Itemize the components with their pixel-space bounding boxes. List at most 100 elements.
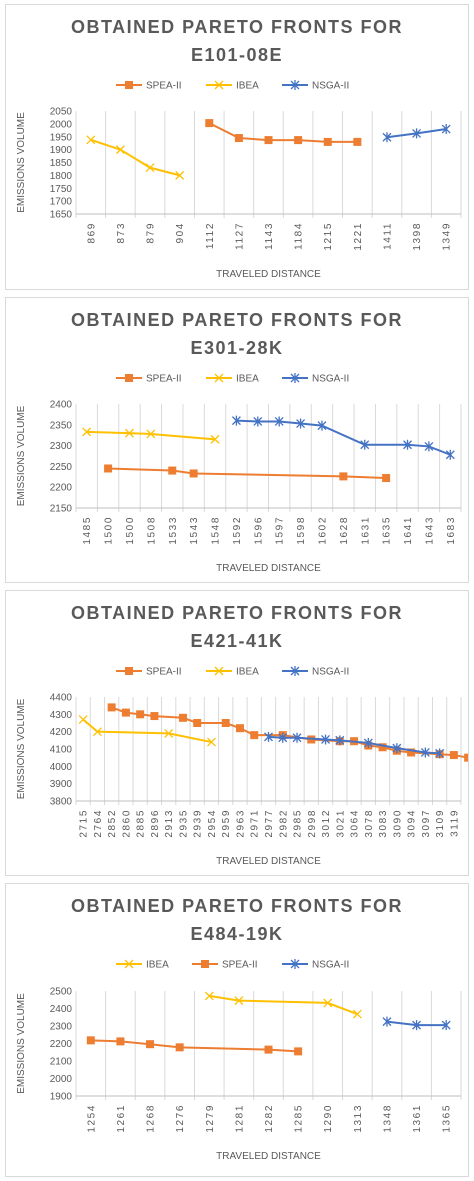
data-point xyxy=(335,735,345,746)
legend-marker-ibea xyxy=(214,373,224,383)
legend-marker-ibea xyxy=(124,959,134,969)
data-point xyxy=(382,132,392,143)
y-tick-label: 1950 xyxy=(50,132,73,143)
data-point xyxy=(116,1037,125,1046)
series-line xyxy=(90,138,180,177)
data-point xyxy=(146,1040,155,1049)
data-point xyxy=(294,136,303,145)
data-point xyxy=(150,712,159,721)
x-tick-label: 3012 xyxy=(321,809,332,838)
data-point xyxy=(78,715,88,724)
data-point xyxy=(234,134,243,143)
x-tick-label: 1598 xyxy=(296,516,307,545)
grid xyxy=(75,697,462,805)
data-point xyxy=(250,731,259,740)
x-tick-label: 2954 xyxy=(207,809,218,838)
data-point xyxy=(323,998,333,1008)
x-tick-label: 1597 xyxy=(275,516,286,545)
data-point xyxy=(382,474,391,483)
x-tick-label: 1641 xyxy=(403,516,414,545)
x-axis-ticks: 869 873 879 904 1112 1127 1143 1184 1215 1221 1411… xyxy=(86,222,452,251)
chart-2: OBTAINED PARETO FRONTS FOR E301-28K SPEA-I… xyxy=(16,310,462,574)
x-tick-label: 1348 xyxy=(382,1104,393,1133)
x-axis-label: TRAVELED DISTANCE xyxy=(216,856,321,867)
legend-label: IBEA xyxy=(146,960,169,971)
legend-label: SPEA-II xyxy=(146,667,182,678)
x-tick-label: 2971 xyxy=(250,809,261,838)
data-point xyxy=(412,1020,422,1031)
legend-label: NSGA-II xyxy=(312,81,349,92)
data-point xyxy=(178,713,187,722)
x-tick-label: 3064 xyxy=(350,809,361,838)
data-point xyxy=(435,748,445,759)
y-tick-label: 2400 xyxy=(50,400,73,411)
data-point xyxy=(115,145,125,155)
legend-label: NSGA-II xyxy=(312,667,349,678)
x-tick-label: 1143 xyxy=(264,222,275,250)
data-point xyxy=(204,991,214,1001)
y-tick-label: 2200 xyxy=(50,1039,73,1050)
x-tick-label: 1508 xyxy=(146,516,157,545)
x-tick-label: 1533 xyxy=(168,516,179,545)
x-tick-label: 3094 xyxy=(407,809,418,838)
data-point xyxy=(464,753,468,762)
x-tick-label: 2885 xyxy=(136,809,147,838)
x-tick-label: 3097 xyxy=(421,809,432,838)
chart-title-line: OBTAINED PARETO FRONTS FOR xyxy=(71,17,403,37)
series-ibea xyxy=(86,135,185,180)
x-tick-label: 2896 xyxy=(150,809,161,838)
x-tick-label: 904 xyxy=(175,222,186,244)
data-point xyxy=(278,732,288,743)
y-axis-label: EMISSIONS VOLUME xyxy=(16,112,27,213)
x-tick-label: 2852 xyxy=(107,809,118,838)
chart-title-line: OBTAINED PARETO FRONTS FOR xyxy=(71,310,403,330)
x-tick-label: 1361 xyxy=(412,1104,423,1133)
y-tick-label: 1750 xyxy=(50,184,73,195)
y-tick-label: 2300 xyxy=(50,1022,73,1033)
x-tick-label: 2963 xyxy=(235,809,246,838)
data-point xyxy=(125,428,134,438)
series-nsga-ii xyxy=(382,1016,451,1031)
grid xyxy=(75,111,462,218)
y-tick-label: 1900 xyxy=(50,1092,73,1103)
series-spea-ii xyxy=(205,119,362,146)
legend: SPEA-II IBEA NSGA-II xyxy=(116,373,349,385)
y-tick-label: 2000 xyxy=(50,119,73,130)
data-point xyxy=(363,737,373,748)
series-ibea xyxy=(78,715,216,747)
data-point xyxy=(221,719,230,727)
legend: SPEA-II IBEA NSGA-II xyxy=(116,666,349,678)
x-tick-label: 1548 xyxy=(211,516,222,545)
y-tick-label: 4300 xyxy=(50,710,73,721)
data-point xyxy=(441,1020,451,1031)
series-nsga-ii xyxy=(231,415,455,460)
x-tick-label: 1631 xyxy=(360,516,371,545)
data-point xyxy=(321,734,330,745)
data-point xyxy=(292,732,302,743)
chart-title-line: E484-19K xyxy=(190,924,283,944)
legend-label: SPEA-II xyxy=(146,81,182,92)
x-tick-label: 3078 xyxy=(364,809,375,838)
data-point xyxy=(175,1043,184,1052)
x-tick-label: 879 xyxy=(146,222,157,244)
data-point xyxy=(207,737,216,747)
x-tick-label: 1602 xyxy=(317,516,328,545)
data-point xyxy=(146,429,156,439)
series-line xyxy=(86,430,216,441)
y-axis-label: EMISSIONS VOLUME xyxy=(16,698,27,799)
legend-label: IBEA xyxy=(236,81,259,92)
x-tick-label: 1282 xyxy=(264,1104,275,1133)
x-axis-label: TRAVELED DISTANCE xyxy=(216,269,321,280)
data-point xyxy=(205,119,214,128)
grid xyxy=(75,991,462,1100)
chart-title-line: OBTAINED PARETO FRONTS FOR xyxy=(71,603,403,623)
data-point xyxy=(104,464,113,473)
x-tick-label: 2764 xyxy=(93,809,104,838)
data-point xyxy=(449,751,458,760)
data-point xyxy=(445,449,455,460)
legend: IBEA SPEA-II NSGA-II xyxy=(116,959,349,971)
data-point xyxy=(264,136,273,145)
legend-marker-ibea xyxy=(214,80,224,90)
x-tick-label: 2715 xyxy=(79,809,90,838)
